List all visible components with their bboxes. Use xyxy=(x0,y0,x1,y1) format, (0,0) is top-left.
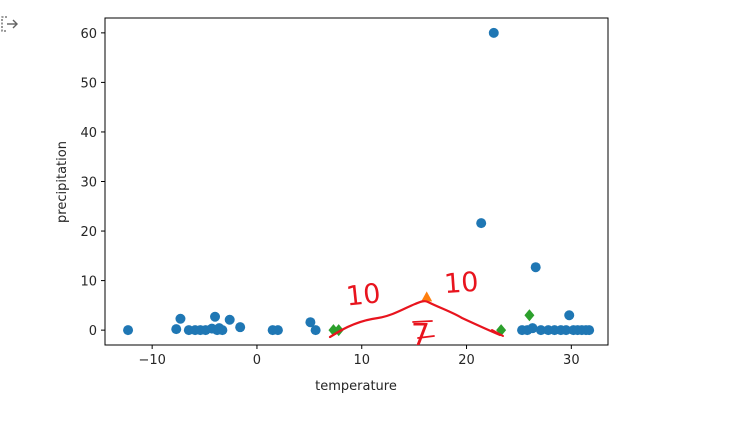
y-axis-label: precipitation xyxy=(55,141,70,223)
x-tick-label: −10 xyxy=(138,353,165,368)
y-tick-label: 0 xyxy=(89,324,97,339)
annotation-tick-left xyxy=(329,329,343,338)
x-axis-label: temperature xyxy=(315,379,397,394)
scatter-point-circle xyxy=(535,325,546,336)
scatter-point-triangle xyxy=(421,291,433,302)
y-tick-label: 30 xyxy=(80,176,97,191)
scatter-point-circle xyxy=(175,313,186,324)
y-tick-label: 20 xyxy=(80,225,97,240)
scatter-point-circle xyxy=(564,310,575,321)
x-axis: −10 0 10 20 30 xyxy=(138,345,580,368)
scatter-point-circle xyxy=(123,325,134,336)
scatter-point-circle xyxy=(530,262,541,273)
y-tick-label: 40 xyxy=(80,126,97,141)
annotation-left-distance: 10 xyxy=(345,278,382,312)
annotation-center-stroke xyxy=(412,320,435,339)
data-points xyxy=(123,27,595,337)
annotation-arc-stroke xyxy=(328,300,502,339)
scatter-point-circle xyxy=(235,322,246,333)
x-tick-label: 10 xyxy=(353,353,370,368)
scatter-point-circle xyxy=(561,325,572,336)
scatter-point-circle xyxy=(272,325,283,336)
scatter-point-circle xyxy=(224,314,235,325)
x-tick-label: 30 xyxy=(563,353,580,368)
y-axis: 0 10 20 30 40 50 60 xyxy=(80,27,105,339)
scatter-point-diamond xyxy=(524,309,535,322)
scatter-point-circle xyxy=(171,324,182,335)
annotation-tick-right xyxy=(491,329,504,337)
y-tick-label: 10 xyxy=(80,275,97,290)
handwritten-annotations: 10 10 7 xyxy=(328,267,504,353)
scatter-point-circle xyxy=(584,325,595,336)
scatter-point-circle xyxy=(476,218,487,229)
y-tick-label: 50 xyxy=(80,76,97,91)
scatter-point-circle xyxy=(488,27,499,38)
y-tick-label: 60 xyxy=(80,27,97,42)
scatter-point-circle xyxy=(210,311,221,322)
scatter-point-circle xyxy=(217,325,228,336)
annotation-center-value: 7 xyxy=(411,318,430,353)
scatter-point-circle xyxy=(305,317,316,328)
scatter-point-circle xyxy=(527,323,538,334)
x-tick-label: 20 xyxy=(458,353,475,368)
scatter-point-circle xyxy=(310,325,321,336)
annotation-right-distance: 10 xyxy=(443,267,479,300)
x-tick-label: 0 xyxy=(253,353,261,368)
output-arrow-icon[interactable] xyxy=(0,14,22,36)
